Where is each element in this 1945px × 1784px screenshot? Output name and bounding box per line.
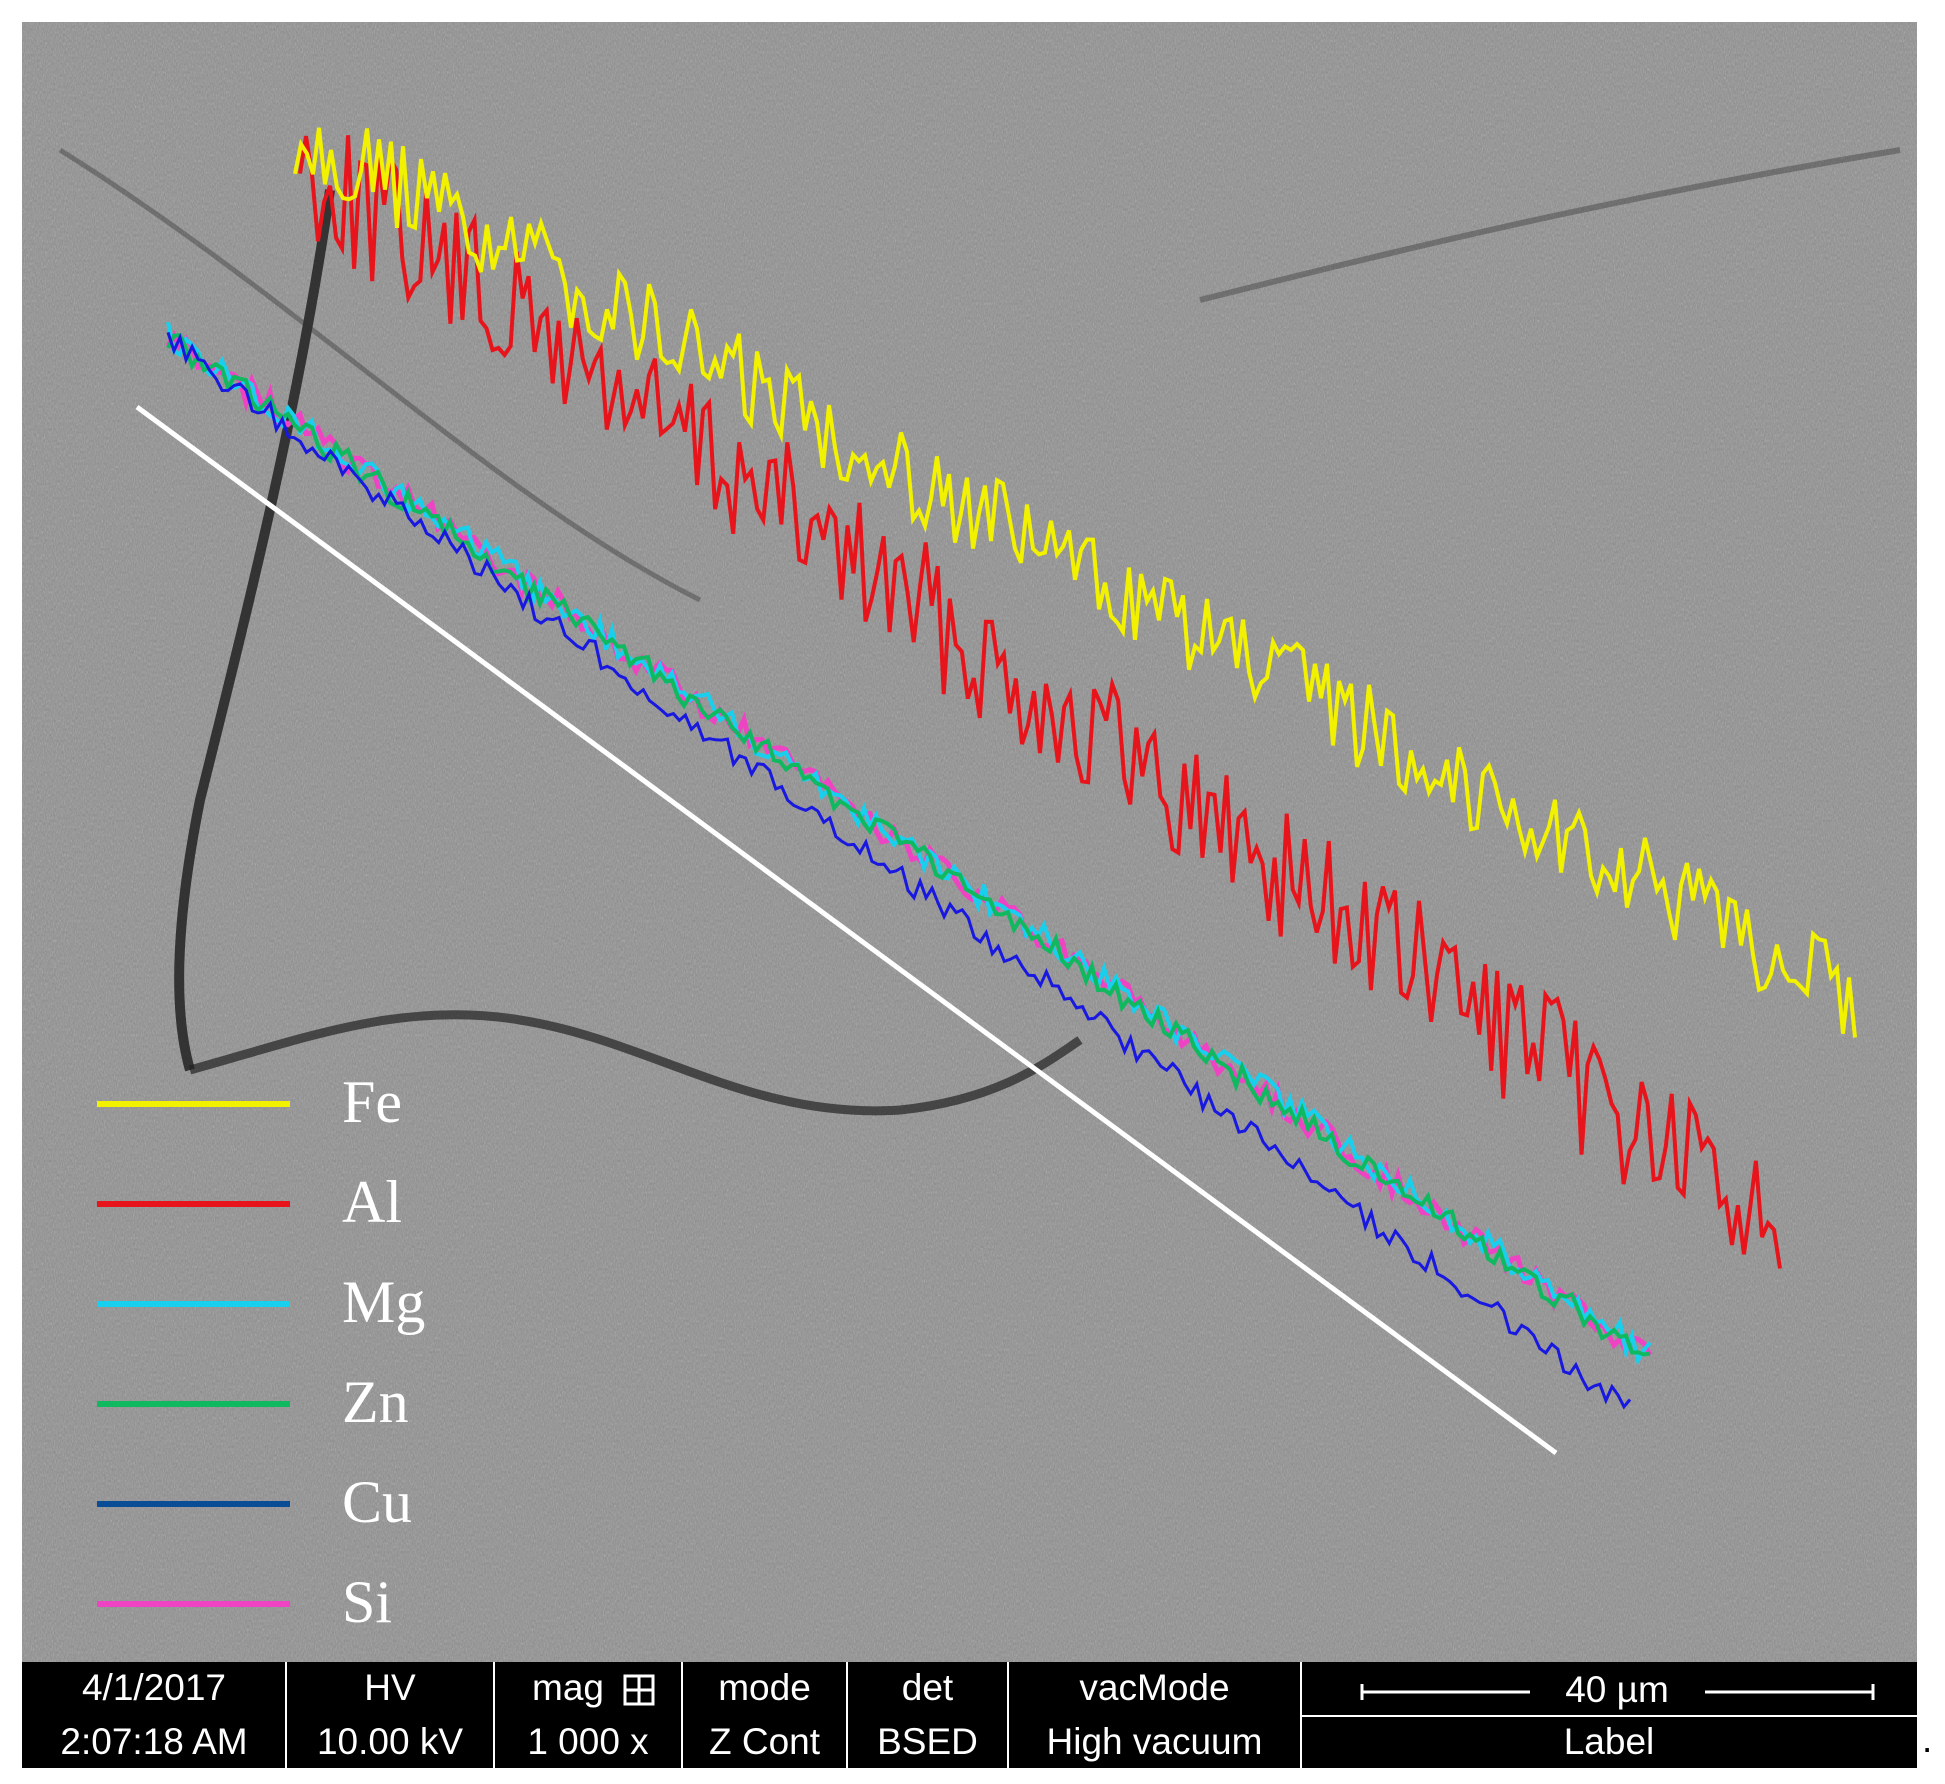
cell-header: mode: [718, 1667, 811, 1708]
cell-header: mag: [532, 1667, 604, 1708]
cell-header: det: [902, 1667, 954, 1708]
cell-value: 10.00 kV: [317, 1721, 463, 1762]
mag-icon: [623, 1674, 655, 1706]
cell-header: vacMode: [1079, 1667, 1229, 1708]
legend-label: Mg: [342, 1269, 425, 1335]
cell-value: 1 000 x: [527, 1721, 649, 1762]
icon-cross: [625, 1676, 653, 1704]
trace: [166, 332, 1651, 1357]
trace: [293, 127, 1857, 1038]
cell-value: 2:07:18 AM: [60, 1721, 247, 1762]
trailing-mark: .: [1922, 1719, 1932, 1760]
legend-label: Al: [342, 1169, 402, 1235]
info-bar: 4/1/2017 2:07:18 AM HV 10.00 kV mag 1 000 x mo…: [22, 1662, 1917, 1768]
legend-label: Zn: [342, 1369, 409, 1435]
trace: [166, 331, 1632, 1410]
scale-label: 40 µm: [1565, 1669, 1669, 1710]
scale-bar: [1360, 1684, 1875, 1700]
legend-label: Si: [342, 1569, 392, 1635]
cell-header: HV: [364, 1667, 416, 1708]
cell-header: 4/1/2017: [82, 1667, 226, 1708]
trace: [298, 135, 1782, 1269]
cell-value: High vacuum: [1047, 1721, 1263, 1762]
legend-label: Cu: [342, 1469, 412, 1535]
legend: Fe Al Mg Zn Cu Si: [97, 1069, 425, 1635]
cell-value: Z Cont: [709, 1721, 821, 1762]
micrograph: [22, 22, 1917, 1662]
line-scan-traces: [165, 127, 1857, 1410]
legend-label: Fe: [342, 1069, 402, 1135]
cell-value: BSED: [877, 1721, 978, 1762]
bar-label: Label: [1564, 1721, 1655, 1762]
